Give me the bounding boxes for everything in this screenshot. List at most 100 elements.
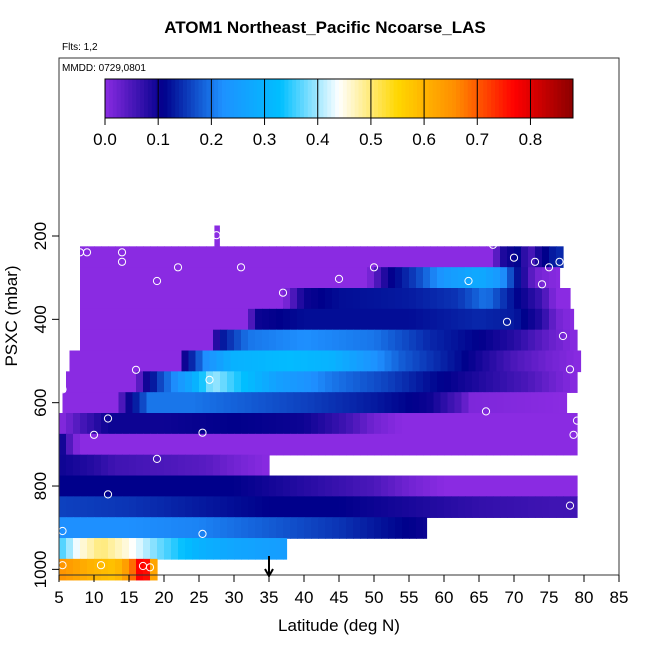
- heatmap-cell: [59, 538, 67, 560]
- heatmap-cell: [304, 413, 312, 435]
- heatmap-cell: [332, 496, 340, 518]
- heatmap-cell: [143, 517, 151, 539]
- heatmap-cell: [374, 267, 382, 289]
- heatmap-cell: [255, 246, 263, 268]
- heatmap-cell: [206, 413, 214, 435]
- heatmap-cell: [318, 308, 326, 331]
- heatmap-cell: [493, 329, 501, 352]
- heatmap-cell: [535, 475, 543, 498]
- heatmap-cell: [115, 246, 123, 268]
- heatmap-cell: [276, 475, 284, 498]
- x-tick-label: 45: [330, 588, 349, 607]
- observation-point: [569, 430, 578, 439]
- colorbar-tick-label: 0.7: [465, 130, 489, 149]
- heatmap-cell: [458, 496, 466, 518]
- colorbar-segment: [323, 79, 328, 118]
- heatmap-cell: [73, 538, 81, 560]
- heatmap-cell: [353, 246, 361, 268]
- heatmap-cell: [542, 475, 550, 498]
- colorbar-segment: [222, 79, 227, 118]
- colorbar-segment: [280, 79, 285, 118]
- colorbar-segment: [498, 79, 504, 118]
- colorbar-segment: [428, 79, 434, 118]
- colorbar-segment: [549, 79, 554, 118]
- heatmap-cell: [255, 517, 263, 539]
- heatmap-cell: [479, 371, 487, 393]
- heatmap-cell: [524, 350, 533, 373]
- heatmap-cell: [192, 538, 200, 560]
- colorbar-segment: [413, 79, 418, 118]
- heatmap-cell: [549, 308, 557, 331]
- heatmap-cell: [563, 413, 571, 435]
- heatmap-cell: [377, 392, 386, 414]
- heatmap-cell: [143, 267, 151, 289]
- heatmap-cell: [59, 454, 67, 477]
- heatmap-cell: [552, 392, 561, 414]
- heatmap-cell: [150, 371, 158, 393]
- heatmap-cell: [521, 288, 529, 310]
- heatmap-cell: [563, 329, 571, 352]
- heatmap-cell: [206, 433, 214, 456]
- heatmap-cell: [402, 246, 410, 268]
- colorbar-segment: [483, 79, 488, 118]
- heatmap-cell: [402, 413, 410, 435]
- heatmap-cell: [503, 350, 512, 373]
- heatmap-cell: [157, 454, 165, 477]
- heatmap-cell: [486, 288, 494, 310]
- heatmap-cell: [472, 433, 480, 456]
- heatmap-cell: [472, 308, 480, 331]
- colorbar-segment: [534, 79, 539, 118]
- heatmap-cell: [262, 454, 270, 477]
- heatmap-cell: [94, 475, 102, 498]
- heatmap-cell: [234, 517, 242, 539]
- heatmap-cell: [545, 392, 554, 414]
- heatmap-cell: [136, 538, 144, 560]
- heatmap-cell: [318, 246, 326, 268]
- y-tick-label: 200: [31, 222, 50, 250]
- heatmap-cell: [115, 308, 123, 331]
- heatmap-cell: [325, 371, 333, 393]
- observation-point: [334, 274, 344, 283]
- heatmap-cell: [178, 454, 186, 477]
- heatmap-cell: [255, 496, 263, 518]
- heatmap-cell: [570, 329, 578, 352]
- heatmap-cell: [258, 350, 267, 373]
- heatmap-cell: [388, 496, 396, 518]
- heatmap-cell: [430, 308, 438, 331]
- heatmap-cell: [185, 267, 193, 289]
- heatmap-cell: [206, 267, 214, 289]
- colorbar-segment: [116, 79, 122, 118]
- heatmap-cell: [150, 308, 158, 331]
- colorbar-segment: [124, 79, 129, 118]
- heatmap-cell: [255, 454, 263, 477]
- heatmap-cell: [136, 413, 144, 435]
- heatmap-cell: [311, 371, 319, 393]
- heatmap-cell: [507, 433, 515, 456]
- heatmap-cell: [276, 413, 284, 435]
- heatmap-cell: [398, 392, 407, 414]
- heatmap-cell: [458, 475, 466, 498]
- heatmap-cell: [150, 413, 158, 435]
- heatmap-cell: [290, 433, 298, 456]
- heatmap-cell: [241, 496, 249, 518]
- observation-point: [96, 561, 106, 570]
- heatmap-cell: [374, 517, 382, 539]
- colorbar-segment: [436, 79, 441, 118]
- heatmap-cell: [125, 392, 134, 414]
- colorbar-segment: [112, 79, 118, 118]
- heatmap-cell: [73, 413, 81, 435]
- heatmap-cell: [325, 246, 333, 268]
- heatmap-cell: [360, 288, 368, 310]
- heatmap-cell: [209, 392, 218, 414]
- heatmap-cell: [80, 288, 88, 310]
- colorbar-segment: [183, 79, 188, 118]
- heatmap-cell: [384, 392, 393, 414]
- colorbar-segment: [190, 79, 196, 118]
- observation-point: [544, 263, 554, 272]
- heatmap-cell: [514, 308, 522, 331]
- colorbar-segment: [144, 79, 149, 118]
- heatmap-cell: [444, 496, 452, 518]
- heatmap-cell: [234, 454, 242, 477]
- heatmap-cell: [402, 371, 410, 393]
- heatmap-cell: [136, 288, 144, 310]
